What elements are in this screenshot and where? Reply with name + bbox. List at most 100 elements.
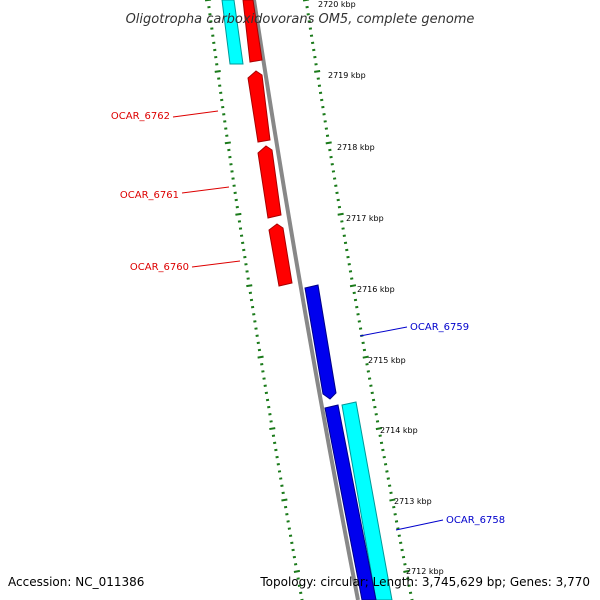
leader-line-ocar-6759 xyxy=(359,326,408,337)
red-genes xyxy=(242,0,293,287)
outer-ring-dot xyxy=(399,541,403,545)
outer-ring-dot xyxy=(325,141,332,145)
tick-label: 2715 kbp xyxy=(368,356,406,365)
inner-ring-dot xyxy=(246,284,253,288)
page-title: Oligotropha carboxidovorans OM5, complet… xyxy=(126,12,475,27)
inner-ring-dot xyxy=(279,477,283,480)
inner-ring-dot xyxy=(214,70,221,73)
outer-ring-dot xyxy=(356,313,360,316)
outer-ring-dot xyxy=(369,384,373,387)
outer-ring-dot xyxy=(375,427,382,431)
outer-ring-dot xyxy=(357,320,361,323)
blue-genes xyxy=(304,284,377,600)
inner-ring-dot xyxy=(297,584,302,587)
inner-ring-dot xyxy=(296,577,300,580)
outer-ring-dot xyxy=(345,248,349,252)
inner-ring-dot xyxy=(280,484,284,487)
outer-ring-dot xyxy=(373,405,377,409)
inner-ring-dot xyxy=(293,569,301,573)
outer-ring-dot xyxy=(378,434,382,437)
outer-ring-dot xyxy=(389,498,396,502)
outer-ring-dot xyxy=(389,491,393,495)
gene-labels: OCAR_6762 OCAR_6761 OCAR_6760 OCAR_6759 … xyxy=(111,110,505,531)
inner-ring-dot xyxy=(285,513,289,516)
outer-ring-dot xyxy=(367,377,372,380)
outer-ring-dot xyxy=(347,263,351,266)
inner-ring-dot xyxy=(287,527,291,530)
gene-label-ocar-6758: OCAR_6758 xyxy=(446,515,505,526)
inner-ring-dot xyxy=(235,212,242,216)
leader-line-ocar-6758 xyxy=(395,519,444,531)
tick-labels: 2720 kbp 2719 kbp 2718 kbp 2717 kbp 2716… xyxy=(318,0,444,576)
outer-ring-dot xyxy=(407,584,411,587)
tick-label: 2713 kbp xyxy=(394,497,432,506)
inner-ring-dot xyxy=(283,505,288,509)
outer-ring-dot xyxy=(352,291,356,295)
outer-ring-dot xyxy=(366,370,370,373)
inner-ring-dot xyxy=(281,498,288,502)
backbone-line xyxy=(252,0,360,600)
accession-text: Accession: NC_011386 xyxy=(8,575,144,589)
outer-ring-dot xyxy=(392,505,396,509)
inner-ring-dot xyxy=(291,548,295,552)
outer-ring-dot xyxy=(385,470,389,473)
gene-label-ocar-6759: OCAR_6759 xyxy=(410,322,469,333)
inner-ring-dot xyxy=(290,541,294,545)
outer-ring-dot xyxy=(342,234,346,237)
inner-ring-dot xyxy=(257,355,264,359)
leader-line-ocar-6762 xyxy=(172,110,219,118)
outer-ring-dot xyxy=(341,227,345,230)
outer-ring-dot xyxy=(346,255,350,259)
outer-ring-dot xyxy=(387,484,392,487)
outer-ring-dot xyxy=(379,441,384,445)
outer-ring-dot xyxy=(403,563,407,566)
red-gene-top xyxy=(242,0,263,63)
outer-ring-dot xyxy=(396,527,400,530)
gene-arrow-ocar-6762 xyxy=(247,70,271,143)
inner-ring-dot xyxy=(288,534,293,537)
outer-ring-dot xyxy=(348,270,353,273)
tick-label: 2716 kbp xyxy=(357,285,395,294)
outer-ring-dot xyxy=(403,569,410,573)
outer-ring-dot xyxy=(349,284,357,288)
outer-ring-dot xyxy=(350,277,354,280)
outer-ring-dot xyxy=(386,477,390,480)
outer-ring-dot xyxy=(355,305,359,309)
gene-arrow-ocar-6761 xyxy=(257,145,282,219)
inner-ring-dot xyxy=(224,141,231,145)
outer-ring-dot xyxy=(375,420,380,423)
gene-arrow-ocar-6760 xyxy=(268,223,293,287)
outer-ring-dot xyxy=(397,534,401,537)
gene-arrow-ocar-6758 xyxy=(324,404,377,600)
genome-stats-text: Topology: circular; Length: 3,745,629 bp… xyxy=(259,575,590,589)
inner-ring-dot xyxy=(276,463,280,466)
outer-ring-dot xyxy=(362,355,369,359)
tick-label: 2717 kbp xyxy=(346,214,384,223)
outer-ring-dot xyxy=(353,298,358,302)
outer-ring-dot xyxy=(394,520,399,523)
tick-label: 2720 kbp xyxy=(318,0,356,9)
outer-ring-dot xyxy=(382,455,386,459)
tick-label: 2714 kbp xyxy=(380,426,418,435)
tick-label: 2719 kbp xyxy=(328,71,366,80)
outer-ring-dot xyxy=(343,241,348,245)
outer-ring-dot xyxy=(374,413,378,416)
outer-ring-dot xyxy=(362,348,367,352)
outer-ring-dot xyxy=(381,448,385,452)
inner-ring-dot xyxy=(277,470,282,473)
outer-ring-dot xyxy=(337,205,342,209)
inner-ring-dot xyxy=(281,491,285,495)
leader-line-ocar-6761 xyxy=(181,186,230,194)
cyan-feature-top xyxy=(221,0,244,65)
inner-ring-dot xyxy=(292,555,297,559)
tick-label: 2718 kbp xyxy=(337,143,375,152)
gene-label-ocar-6760: OCAR_6760 xyxy=(130,262,189,273)
outer-ring-dot xyxy=(370,391,374,395)
outer-ring-dot xyxy=(314,69,321,73)
inner-ring-dot xyxy=(299,591,303,595)
outer-ring-dot xyxy=(393,513,397,516)
gene-label-ocar-6762: OCAR_6762 xyxy=(111,111,170,122)
inner-ring-dot xyxy=(269,427,276,431)
outer-ring-dot xyxy=(400,548,404,552)
